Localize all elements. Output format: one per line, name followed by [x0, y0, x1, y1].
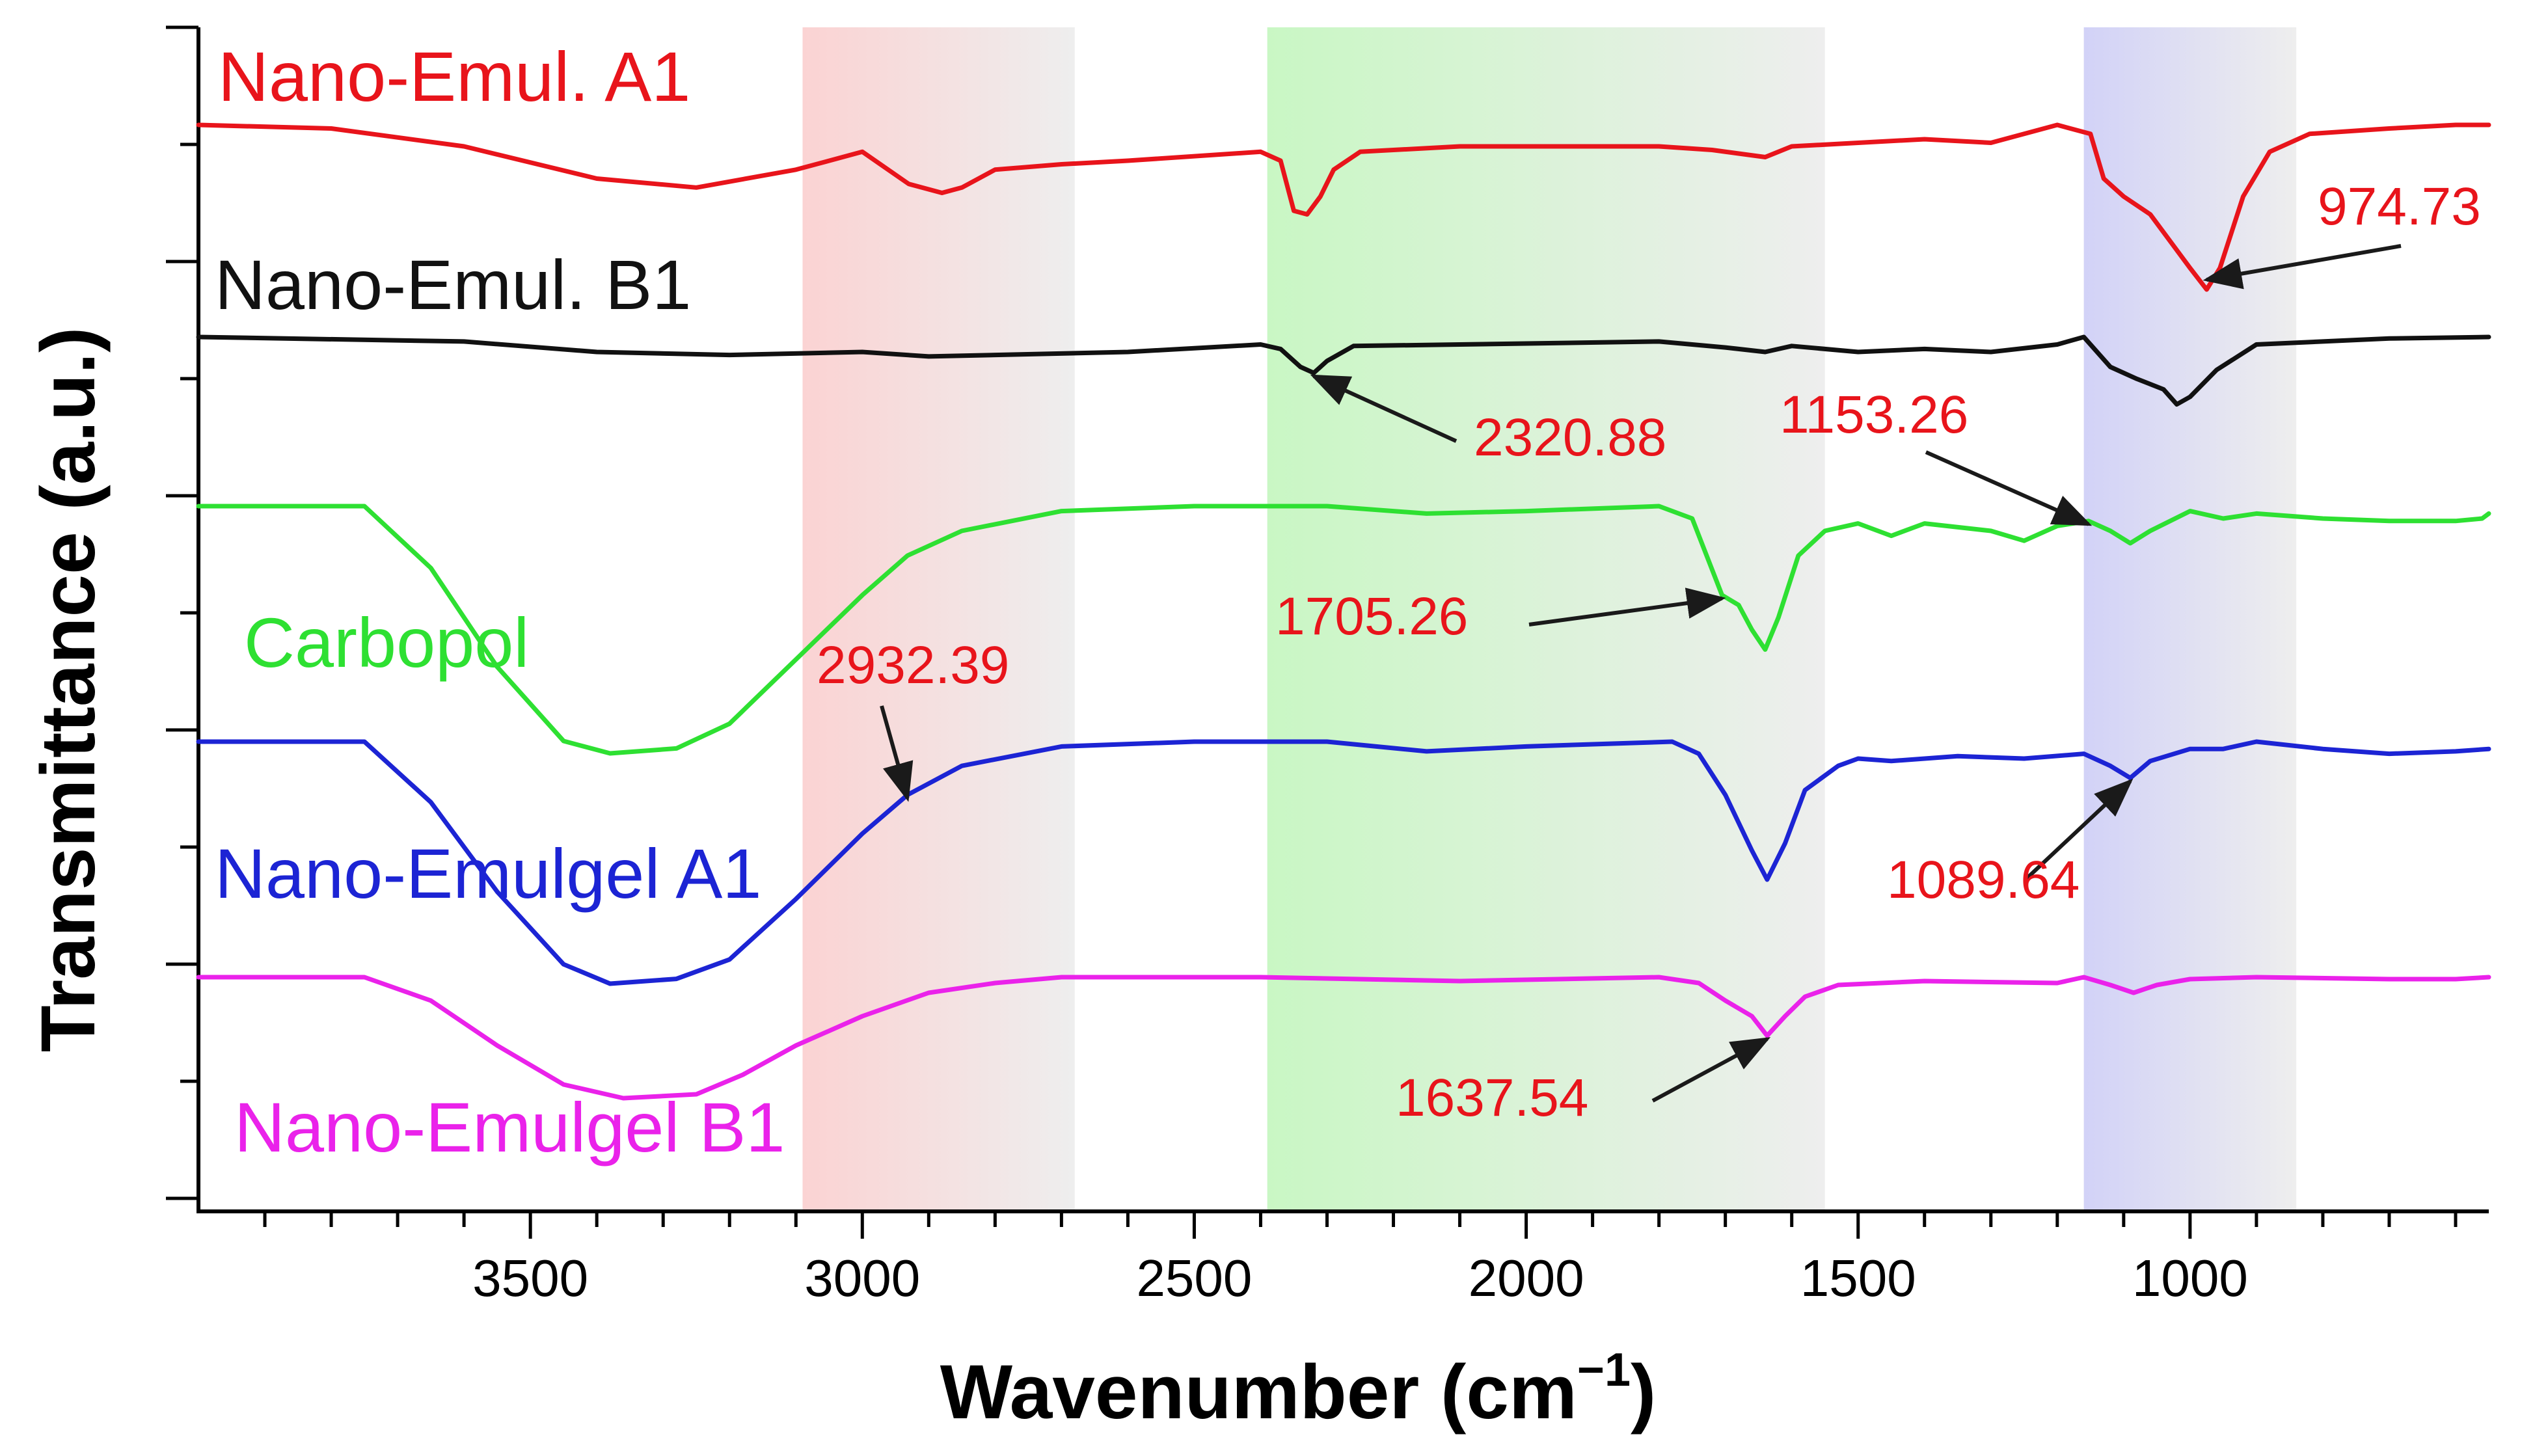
x-axis-title-main: Wavenumber (cm — [940, 1349, 1577, 1435]
annotation-label: 1705.26 — [1275, 587, 1468, 646]
x-tick-label: 2000 — [1469, 1249, 1584, 1307]
x-axis-title-sup: −1 — [1577, 1344, 1631, 1396]
annotation-arrow — [1925, 450, 2093, 526]
annotation-arrow — [1310, 374, 1457, 443]
shaded-region-2 — [1267, 27, 1825, 1211]
x-tick-label: 3000 — [804, 1249, 920, 1307]
shaded-region-3 — [2083, 27, 2297, 1211]
annotation-arrow — [2025, 778, 2134, 880]
label-nano-emul-a1: Nano-Emul. A1 — [218, 37, 690, 116]
x-tick-label: 1500 — [1800, 1249, 1916, 1307]
shaded-region-1 — [802, 27, 1075, 1211]
label-nano-emulgel-a1: Nano-Emulgel A1 — [215, 834, 761, 913]
y-axis-title: Transmittance (a.u.) — [25, 327, 111, 1053]
x-axis-title-close: ) — [1631, 1349, 1656, 1435]
annotation-label: 1153.26 — [1780, 385, 1968, 444]
label-carbopol: Carbopol — [244, 603, 529, 682]
series-line-nano-emul-b1 — [196, 334, 2491, 407]
series-line-nano-emulgel-b1 — [196, 975, 2491, 1101]
annotation-label: 2932.39 — [817, 636, 1009, 695]
shaded-regions — [802, 27, 2297, 1211]
annotation-arrow — [1651, 1037, 1771, 1103]
annotation-label: 2320.88 — [1474, 408, 1666, 467]
label-nano-emul-b1: Nano-Emul. B1 — [215, 245, 691, 324]
annotation-arrow — [1528, 587, 1726, 627]
annotation-arrow — [2202, 244, 2402, 290]
series-line-carbopol — [196, 504, 2491, 756]
x-tick-label: 2500 — [1136, 1249, 1252, 1307]
x-tick-label: 1000 — [2132, 1249, 2248, 1307]
x-axis-title: Wavenumber (cm−1) — [940, 1344, 1657, 1435]
peak-annotations: 974.73 2320.88 1153.26 1705.26 2932.39 1089.6… — [817, 177, 2481, 1127]
axes: 3500 3000 2500 2000 1500 1000 — [166, 25, 2489, 1307]
annotation-label: 974.73 — [2318, 177, 2481, 236]
annotation-label: 1637.54 — [1396, 1068, 1588, 1127]
annotation-arrow — [880, 705, 914, 802]
x-tick-label: 3500 — [472, 1249, 588, 1307]
series-line-nano-emulgel-a1 — [196, 739, 2491, 986]
label-nano-emulgel-b1: Nano-Emulgel B1 — [234, 1088, 785, 1166]
annotation-label: 1089.64 — [1887, 850, 2080, 910]
